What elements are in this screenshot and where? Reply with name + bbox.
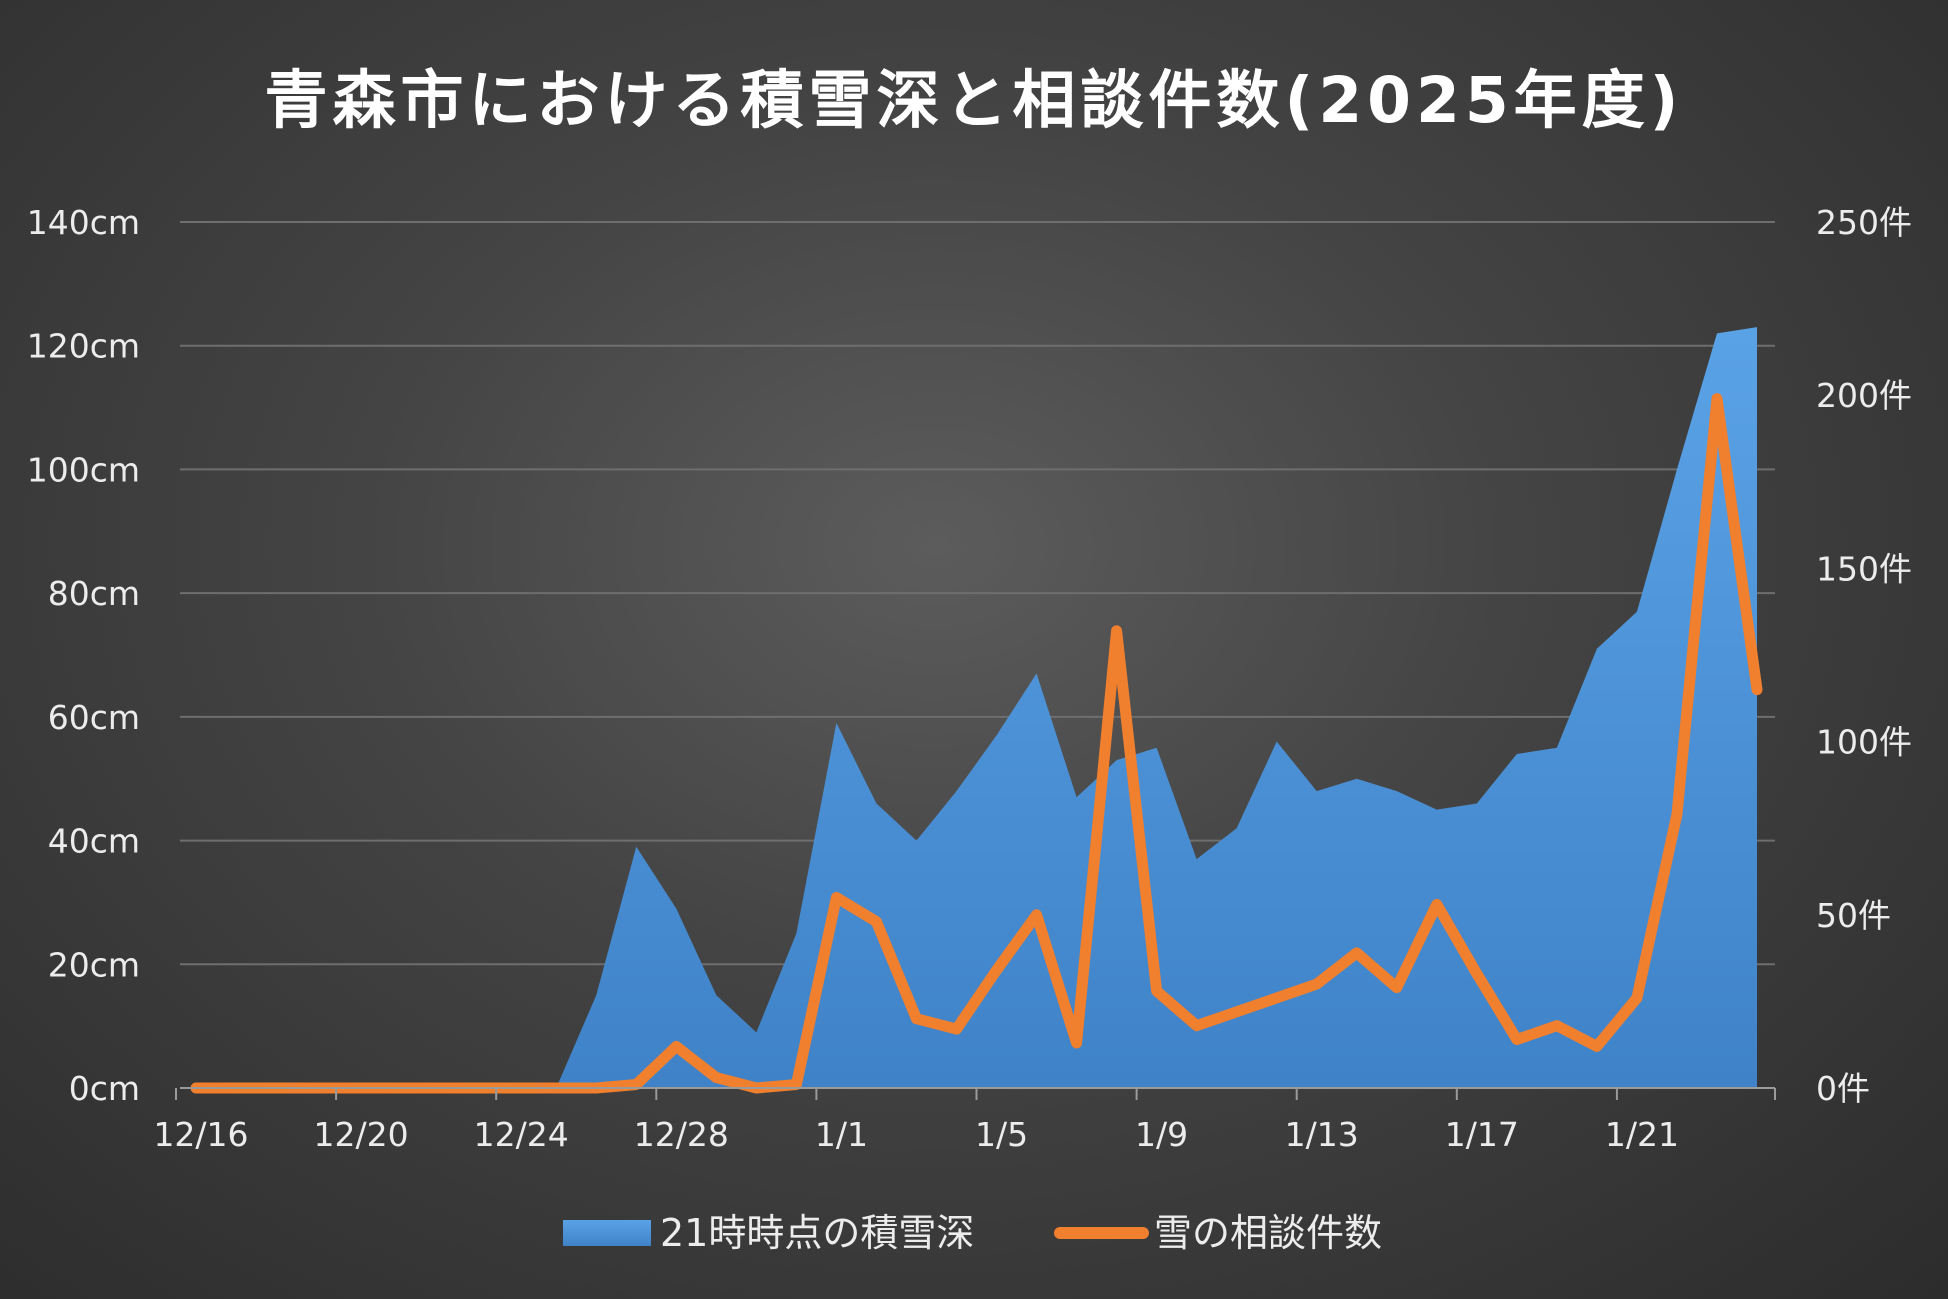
x-tick-label: 1/17 (1445, 1115, 1519, 1154)
y-right-tick-label: 50件 (1816, 896, 1891, 935)
consultation-count-point (1476, 973, 1478, 975)
x-tick-label: 12/24 (474, 1115, 569, 1154)
y-right-tick-label: 100件 (1816, 723, 1912, 762)
consultation-count-point (1156, 990, 1158, 992)
y-left-tick-label: 40cm (48, 822, 140, 861)
y-left-tick-label: 0cm (69, 1069, 140, 1108)
consultation-count-point (715, 1077, 717, 1079)
consultation-count-point (875, 921, 877, 923)
consultation-count-point (1516, 1039, 1518, 1041)
y-right-tick-label: 150件 (1816, 549, 1912, 588)
y-right-tick-label: 200件 (1816, 376, 1912, 415)
consultation-count-point (1396, 987, 1398, 989)
y-left-tick-label: 20cm (48, 945, 140, 984)
consultation-count-point (1756, 689, 1758, 691)
x-tick-label: 1/9 (1135, 1115, 1188, 1154)
x-tick-label: 1/13 (1285, 1115, 1359, 1154)
consultation-count-point (1596, 1045, 1598, 1047)
consultation-count-point (1196, 1025, 1198, 1027)
consultation-count-point (1676, 813, 1678, 815)
consultation-count-point (915, 1018, 917, 1020)
chart-title: 青森市における積雪深と相談件数(2025年度) (265, 64, 1684, 137)
axes: 0cm 20cm 40cm 60cm 80cm 100cm 120cm 140cm 0件 50件 1… (27, 203, 1912, 1154)
consultation-count-point (1636, 997, 1638, 999)
x-tick-label: 12/28 (634, 1115, 729, 1154)
consultation-count-point (1316, 983, 1318, 985)
consultation-count-point (1556, 1025, 1558, 1027)
consultation-count-point (1036, 914, 1038, 916)
legend: 21時時点の積雪深 雪の相談件数 (563, 1211, 1382, 1255)
consultation-count-point (1276, 997, 1278, 999)
x-tick-label: 12/20 (314, 1115, 409, 1154)
consultation-count-point (1356, 952, 1358, 954)
y-left-tick-label: 140cm (27, 203, 140, 242)
x-tick-label: 1/1 (815, 1115, 868, 1154)
consultation-count-point (1116, 630, 1118, 632)
legend-swatch-snow-depth (563, 1220, 651, 1246)
y-right-tick-label: 250件 (1816, 203, 1912, 242)
y-left-tick-label: 120cm (27, 327, 140, 366)
consultation-count-point (955, 1028, 957, 1030)
consultation-count-point (1716, 398, 1718, 400)
y-left-tick-label: 60cm (48, 698, 140, 737)
consultation-count-point (996, 969, 998, 971)
grid-lines (180, 221, 1775, 966)
legend-label-consultation: 雪の相談件数 (1154, 1211, 1382, 1255)
consultation-count-point (795, 1084, 797, 1086)
y-left-tick-label: 80cm (48, 574, 140, 613)
y-right-tick-label: 0件 (1816, 1069, 1870, 1108)
consultation-count-point (1236, 1011, 1238, 1013)
x-tick-label: 1/5 (975, 1115, 1028, 1154)
consultation-count-point (1436, 903, 1438, 905)
snow-depth-area-layer (196, 327, 1757, 1088)
snow-depth-area (196, 327, 1757, 1088)
x-tick-label: 12/16 (153, 1115, 248, 1154)
y-left-tick-label: 100cm (27, 450, 140, 489)
consultation-count-point (675, 1045, 677, 1047)
consultation-count-point (835, 896, 837, 898)
legend-label-snow-depth: 21時時点の積雪深 (660, 1211, 974, 1255)
consultation-count-point (1076, 1042, 1078, 1044)
consultation-count-point (635, 1084, 637, 1086)
x-tick-label: 1/21 (1605, 1115, 1679, 1154)
